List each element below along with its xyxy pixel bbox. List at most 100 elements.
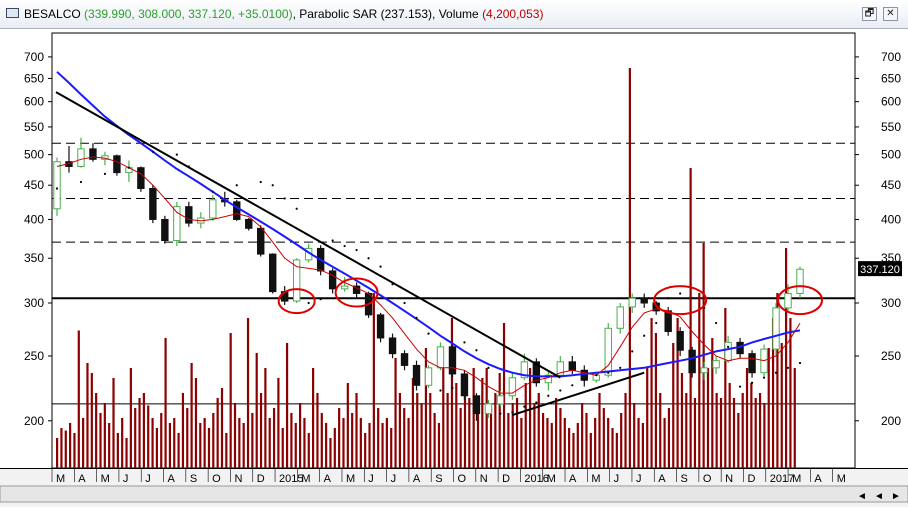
x-tick-label: N bbox=[480, 473, 488, 485]
volume-bar bbox=[264, 368, 267, 468]
x-tick-label: A bbox=[168, 473, 176, 485]
volume-bar bbox=[520, 418, 523, 468]
volume-bar bbox=[728, 383, 731, 468]
candle-body bbox=[796, 268, 804, 294]
x-tick-label: D bbox=[502, 473, 510, 485]
sar-dot bbox=[535, 401, 538, 404]
annotation-ellipse bbox=[334, 277, 379, 308]
volume-bar bbox=[316, 393, 319, 468]
chart-area[interactable]: 700 700 650 650 600 600 550 550 500 500 450 450 400 4… bbox=[0, 29, 908, 507]
sar-dot bbox=[655, 321, 658, 325]
candle-body bbox=[772, 307, 780, 350]
volume-bar bbox=[706, 368, 710, 468]
volume-bar bbox=[220, 388, 224, 468]
volume-bar bbox=[685, 393, 688, 468]
volume-bar bbox=[754, 398, 757, 468]
x-tick-label: A bbox=[413, 473, 421, 485]
volume-bar bbox=[572, 433, 575, 468]
x-tick-label: J bbox=[368, 473, 374, 485]
volume-bar bbox=[233, 403, 237, 468]
volume-bar bbox=[359, 418, 362, 468]
volume-bar bbox=[303, 418, 306, 468]
chart-title: BESALCO (339.990, 308.000, 337.120, +35.… bbox=[24, 7, 544, 21]
sar-dot bbox=[750, 381, 754, 384]
candle-body bbox=[113, 155, 121, 174]
candle-body bbox=[77, 148, 85, 167]
sar-dot bbox=[571, 384, 574, 387]
volume-bar bbox=[498, 373, 501, 468]
sar-dot bbox=[463, 341, 466, 344]
volume-bar bbox=[411, 378, 415, 468]
volume-bar bbox=[142, 393, 145, 468]
volume-bar bbox=[272, 408, 276, 468]
candle-body bbox=[556, 361, 565, 376]
volume-bar bbox=[481, 378, 484, 468]
volume-bar bbox=[659, 393, 662, 468]
volume-bar bbox=[784, 248, 788, 468]
sar-dot bbox=[379, 265, 382, 268]
y-tick-label-right: 550 bbox=[881, 120, 901, 134]
volume-bar bbox=[485, 368, 488, 468]
volume-bar bbox=[576, 423, 579, 468]
last-price-label: 337.120 bbox=[860, 264, 900, 276]
y-tick-label-right: 500 bbox=[881, 148, 901, 162]
volume-bar bbox=[207, 428, 211, 468]
volume-bar bbox=[160, 413, 163, 468]
volume-bar bbox=[342, 418, 345, 468]
candle-body bbox=[400, 353, 409, 366]
volume-bar bbox=[750, 383, 753, 468]
chart-window-titlebar: BESALCO (339.990, 308.000, 337.120, +35.… bbox=[0, 0, 908, 29]
volume-bar bbox=[90, 373, 93, 468]
volume-bar bbox=[446, 393, 449, 468]
close-window-button[interactable]: ✕ bbox=[883, 7, 898, 21]
volume-bar bbox=[737, 413, 740, 468]
volume-bar bbox=[147, 405, 150, 468]
volume-bar bbox=[433, 413, 436, 468]
sar-dot bbox=[331, 239, 334, 242]
candle-body bbox=[388, 337, 397, 355]
candle-body bbox=[257, 227, 265, 255]
indicator-values: Parabolic SAR (237.153) bbox=[299, 7, 432, 21]
symbol-name: BESALCO bbox=[24, 7, 81, 21]
candle-body bbox=[460, 373, 469, 397]
volume-bar bbox=[368, 423, 371, 468]
volume-bar bbox=[468, 398, 471, 468]
volume-bar bbox=[607, 418, 610, 468]
volume-bar bbox=[290, 413, 293, 468]
x-tick-label: S bbox=[435, 473, 442, 485]
volume-bar bbox=[698, 293, 701, 468]
candle-body bbox=[376, 314, 385, 339]
y-tick-label-right: 400 bbox=[881, 212, 901, 226]
slow-moving-average-line bbox=[56, 71, 801, 378]
restore-window-button[interactable]: 🗗 bbox=[862, 7, 877, 21]
volume-bar bbox=[312, 368, 315, 468]
volume-bar bbox=[129, 368, 132, 468]
candle-body bbox=[292, 259, 301, 302]
y-tick-label-left: 600 bbox=[24, 95, 44, 109]
sar-dot bbox=[559, 389, 562, 392]
volume-bar bbox=[108, 423, 111, 468]
sar-dot bbox=[211, 190, 214, 193]
candle-body bbox=[532, 361, 541, 384]
volume-bar bbox=[724, 308, 727, 468]
volume-bar bbox=[216, 398, 219, 468]
volume-bar bbox=[403, 408, 406, 468]
sar-dot bbox=[643, 334, 646, 337]
sar-dot bbox=[271, 184, 274, 187]
candle-body bbox=[149, 187, 157, 220]
sar-dot bbox=[79, 180, 83, 184]
candle-body bbox=[328, 270, 337, 290]
x-tick-label: J bbox=[391, 473, 397, 485]
volume-bar bbox=[60, 428, 63, 468]
volume-bar bbox=[598, 393, 601, 468]
volume-bar bbox=[181, 393, 185, 468]
ohlc-values: (339.990, 308.000, 337.120, +35.0100) bbox=[84, 7, 293, 21]
x-tick-label: J bbox=[145, 473, 151, 485]
candle-body bbox=[520, 361, 529, 379]
volume-bar bbox=[186, 408, 189, 468]
volume-bar bbox=[251, 413, 254, 468]
sar-dot bbox=[439, 389, 442, 392]
volume-bar bbox=[246, 318, 250, 468]
price-chart[interactable]: 700 700 650 650 600 600 550 550 500 500 450 450 400 4… bbox=[0, 29, 908, 507]
volume-bar bbox=[116, 433, 119, 468]
